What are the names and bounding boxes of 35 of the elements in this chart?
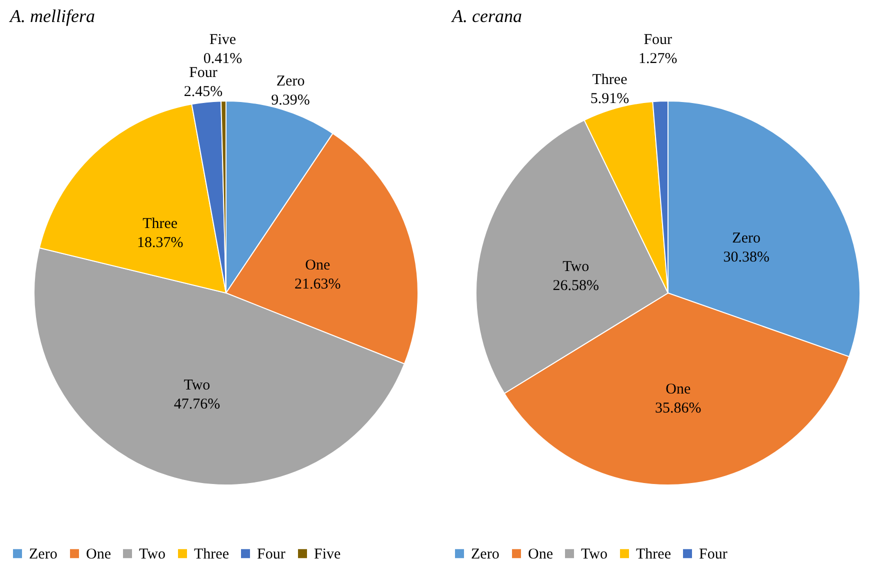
- slice-label: Four: [189, 65, 218, 82]
- data-label: 5.91%: [590, 90, 630, 107]
- slice-label: Zero: [732, 230, 760, 247]
- data-label: 9.39%: [271, 92, 310, 109]
- data-label: 0.41%: [203, 51, 242, 68]
- slice-label: Four: [644, 32, 672, 48]
- legend-label: Four: [699, 546, 728, 563]
- slice-label: Five: [209, 32, 236, 48]
- data-label: 30.38%: [723, 250, 770, 266]
- data-label: 2.45%: [184, 84, 223, 100]
- legend-label: One: [86, 546, 112, 563]
- legend-label: Zero: [29, 546, 58, 563]
- data-label: 47.76%: [174, 396, 220, 412]
- legend-label: Two: [139, 546, 166, 563]
- slice-label: Two: [562, 259, 590, 276]
- data-label: 35.86%: [655, 400, 702, 416]
- data-label: 18.37%: [136, 235, 184, 252]
- data-label: 1.27%: [638, 51, 678, 68]
- chart-title: A. mellifera: [9, 6, 95, 26]
- slice-label: Three: [142, 216, 178, 232]
- legend-label: Four: [257, 546, 286, 563]
- legend-label: One: [528, 546, 554, 563]
- legend-label: Three: [194, 546, 230, 563]
- slice-label: One: [666, 381, 692, 398]
- data-label: 21.63%: [294, 276, 341, 292]
- chart-title: A. cerana: [451, 6, 522, 26]
- legend-label: Three: [636, 546, 672, 563]
- slice-label: Two: [184, 377, 210, 394]
- data-label: 26.58%: [552, 278, 599, 294]
- slice-label: Three: [592, 72, 628, 88]
- slice-label: One: [305, 258, 331, 274]
- legend-label: Two: [581, 546, 608, 563]
- legend-label: Five: [314, 546, 342, 563]
- category-label: Zero: [471, 546, 500, 563]
- slice-label: Zero: [276, 74, 305, 90]
